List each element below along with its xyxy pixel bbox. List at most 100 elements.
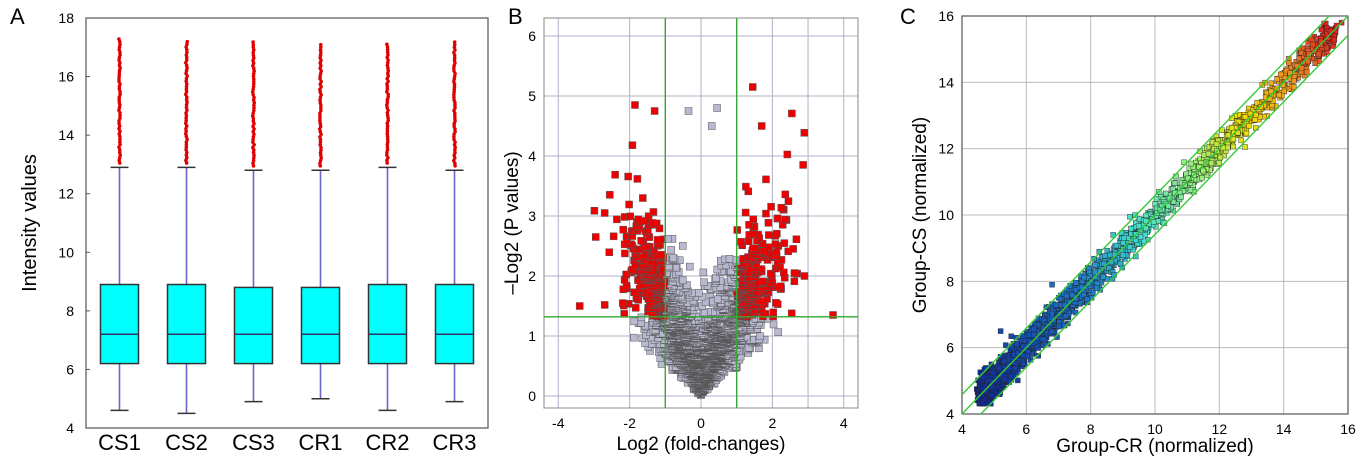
outlier-point [318,116,322,121]
data-point [744,237,753,245]
data-point [1274,76,1280,82]
outlier-point [184,87,189,91]
outlier-point [319,50,323,55]
outlier-point [184,118,188,123]
data-point [788,109,796,118]
outlier-point [252,108,256,113]
outlier-point [385,161,389,165]
outlier-point [452,124,456,129]
outlier-point [319,156,324,160]
y-tick-label: 4 [528,148,536,164]
outlier-point [386,53,390,57]
box [233,286,274,365]
data-point [769,320,778,329]
x-category-label: CR1 [298,430,342,455]
outlier-point [117,47,122,52]
outlier-point [184,142,189,147]
outlier-point [252,103,256,108]
data-point [633,175,642,183]
outlier-point [452,92,456,97]
outlier-point [318,100,323,105]
outlier-point [385,63,390,68]
outlier-point [185,50,189,55]
outlier-point [184,79,188,84]
data-point [713,265,722,274]
data-point [777,256,786,264]
y-tick-label: 18 [58,10,74,26]
outlier-point [184,113,189,118]
outlier-point [385,129,390,134]
outlier-point [318,143,323,147]
data-point [1008,333,1014,339]
y-tick-label: 2 [528,268,536,284]
outlier-point [185,100,189,105]
data-point [748,83,757,91]
outlier-point [251,53,256,57]
data-point [627,240,635,248]
data-point [790,277,799,286]
outlier-point [385,126,390,131]
data-point [700,278,708,287]
outlier-point [118,142,122,147]
data-point [727,267,735,276]
data-point [774,328,782,336]
data-point [1120,240,1126,246]
panel-a-letter: A [10,4,25,29]
outlier-point [184,97,189,102]
data-point [643,242,651,251]
outlier-point [452,40,457,44]
data-point [684,107,693,115]
y-tick-label: 5 [528,88,536,104]
x-tick-label: 0 [697,415,705,431]
data-point [741,208,750,217]
y-axis-label: –Log2 (P values) [502,151,523,294]
data-point [1291,84,1297,90]
outlier-point [251,40,255,44]
data-point [590,207,599,215]
data-point [780,239,789,247]
outlier-point [183,132,188,136]
data-point [1230,143,1237,150]
y-tick-label: 6 [66,361,74,377]
outlier-point [385,84,390,89]
data-point [626,212,634,221]
data-point [650,107,659,115]
data-point [634,215,642,224]
outlier-point [453,150,457,155]
y-tick-label: 3 [528,208,536,224]
outlier-point [318,164,323,168]
outlier-point [385,105,389,110]
data-point [644,212,653,221]
outlier-point [251,140,255,144]
outlier-point [452,45,457,50]
data-point [771,240,780,248]
data-point [631,304,640,312]
outlier-point [318,90,323,94]
data-point [1057,296,1064,302]
data-point [799,161,807,169]
x-axis-label: Log2 (fold-changes) [617,434,786,455]
data-point [1117,260,1124,267]
data-point [829,311,837,319]
data-point [781,215,789,224]
outlier-point [318,114,322,118]
data-point [713,295,722,304]
outlier-point [117,74,122,78]
box [166,283,207,365]
data-point [591,233,600,241]
data-point [762,175,770,184]
data-point [619,225,627,234]
outlier-point [453,103,457,108]
data-point [757,122,766,130]
data-point [621,249,629,258]
data-point [1331,36,1337,43]
outlier-point [117,100,122,105]
data-point [630,317,639,326]
outlier-point [319,108,323,113]
y-tick-label: 16 [58,69,74,85]
data-point [749,215,758,223]
outlier-point [183,121,188,126]
